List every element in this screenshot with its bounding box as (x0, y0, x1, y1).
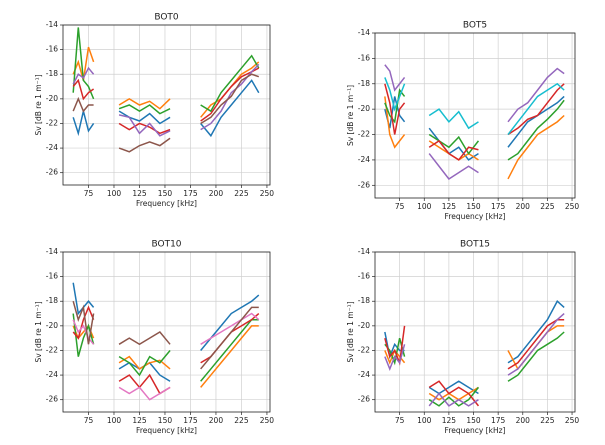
x-tick-label: 175 (491, 202, 506, 211)
x-tick-label: 100 (107, 189, 122, 198)
x-tick-label: 100 (107, 416, 122, 425)
x-tick-label: 125 (442, 202, 457, 211)
y-tick-label: -14 (46, 20, 58, 29)
x-tick-label: 250 (565, 202, 580, 211)
x-tick-label: 200 (209, 416, 224, 425)
data-line (384, 83, 565, 161)
y-tick-label: -26 (358, 395, 370, 404)
y-axis-label: Sv [dB re 1 m⁻¹] (346, 301, 355, 362)
x-axis-label: Frequency [kHz] (136, 426, 197, 435)
data-line (72, 312, 260, 401)
x-tick-label: 75 (84, 189, 94, 198)
x-tick-label: 225 (540, 416, 555, 425)
x-tick-label: 175 (491, 416, 506, 425)
y-tick-label: -26 (46, 395, 58, 404)
x-tick-label: 200 (516, 416, 531, 425)
x-tick-label: 75 (395, 202, 405, 211)
x-tick-label: 150 (158, 189, 173, 198)
x-tick-label: 75 (395, 416, 405, 425)
y-tick-label: -24 (358, 155, 370, 164)
y-tick-label: -20 (46, 321, 58, 330)
y-tick-label: -14 (358, 28, 370, 37)
y-tick-label: -16 (46, 45, 58, 54)
y-tick-label: -22 (46, 118, 58, 127)
axes-frame (374, 32, 576, 199)
subplot: BOT0 -14 -16 -18 -20 -22 -24 -26 75 100 125 150 175 2… (34, 13, 274, 209)
y-tick-label: -22 (46, 345, 58, 354)
axes-frame (62, 24, 271, 186)
data-line (384, 325, 565, 401)
x-axis-label: Frequency [kHz] (445, 212, 506, 221)
subplot-title: BOT15 (460, 240, 490, 250)
axes-frame (374, 251, 576, 413)
axes-frame (62, 251, 271, 413)
x-tick-label: 200 (516, 202, 531, 211)
data-line (384, 312, 565, 407)
y-tick-label: -18 (46, 69, 58, 78)
y-tick-label: -16 (46, 272, 58, 281)
y-tick-label: -14 (358, 247, 370, 256)
y-axis-label: Sv [dB re 1 m⁻¹] (346, 85, 355, 146)
y-tick-label: -22 (358, 345, 370, 354)
x-tick-label: 100 (417, 416, 432, 425)
x-tick-label: 75 (84, 416, 94, 425)
y-tick-label: -18 (358, 79, 370, 88)
x-axis-label: Frequency [kHz] (445, 426, 506, 435)
y-tick-label: -18 (46, 296, 58, 305)
x-tick-label: 200 (209, 189, 224, 198)
x-tick-label: 250 (260, 189, 275, 198)
data-line (72, 79, 260, 138)
data-line (72, 46, 260, 118)
data-line (384, 64, 565, 180)
x-tick-label: 225 (540, 202, 555, 211)
y-tick-label: -24 (358, 370, 370, 379)
subplot: BOT10 -14 -16 -18 -20 -22 -24 -26 75 100 125 150 175… (34, 240, 274, 436)
x-tick-label: 225 (234, 189, 249, 198)
x-tick-label: 125 (132, 189, 147, 198)
x-tick-label: 250 (260, 416, 275, 425)
y-tick-label: -22 (358, 130, 370, 139)
x-axis-label: Frequency [kHz] (136, 199, 197, 208)
y-tick-label: -16 (358, 272, 370, 281)
subplot: BOT5 -14 -16 -18 -20 -22 -24 -26 75 100 125 150 175 2… (346, 21, 579, 222)
x-tick-label: 250 (565, 416, 580, 425)
y-tick-label: -20 (358, 104, 370, 113)
data-line (384, 331, 565, 407)
x-tick-label: 175 (183, 416, 198, 425)
data-line (72, 301, 259, 370)
subplot-title: BOT10 (151, 240, 181, 250)
y-tick-label: -18 (358, 296, 370, 305)
subplot-title: BOT5 (463, 21, 487, 31)
y-tick-label: -26 (358, 180, 370, 189)
data-line (384, 300, 565, 395)
data-line (72, 73, 260, 153)
x-tick-label: 125 (132, 416, 147, 425)
y-axis-label: Sv [dB re 1 m⁻¹] (34, 301, 43, 362)
y-tick-label: -24 (46, 143, 58, 152)
data-line (72, 27, 260, 115)
y-tick-label: -20 (46, 94, 58, 103)
subplot-title: BOT0 (154, 13, 179, 23)
y-tick-label: -26 (46, 168, 58, 177)
x-tick-label: 225 (234, 416, 249, 425)
x-tick-label: 125 (442, 416, 457, 425)
data-line (72, 313, 259, 382)
x-tick-label: 175 (183, 189, 198, 198)
x-tick-label: 100 (417, 202, 432, 211)
x-tick-label: 150 (158, 416, 173, 425)
x-tick-label: 150 (466, 202, 481, 211)
subplot: BOT15 -14 -16 -18 -20 -22 -24 -26 75 100 125 150 175… (346, 240, 579, 436)
x-tick-label: 150 (466, 416, 481, 425)
data-line (72, 63, 260, 137)
y-tick-label: -20 (358, 321, 370, 330)
y-axis-label: Sv [dB re 1 m⁻¹] (34, 74, 43, 135)
data-line (384, 77, 565, 136)
y-tick-label: -24 (46, 370, 58, 379)
y-tick-label: -14 (46, 247, 58, 256)
y-tick-label: -16 (358, 53, 370, 62)
